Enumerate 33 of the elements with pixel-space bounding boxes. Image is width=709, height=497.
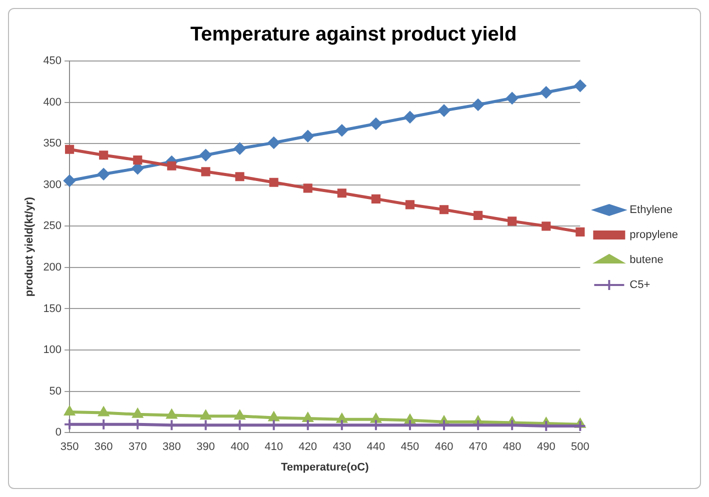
x-tick-label: 370 <box>128 441 147 454</box>
legend-label: C5+ <box>630 279 650 292</box>
y-tick-label: 150 <box>43 302 62 315</box>
chart-title: Temperature against product yield <box>190 24 517 46</box>
x-tick-label: 440 <box>366 441 386 454</box>
y-tick-label: 300 <box>43 178 62 191</box>
x-tick-label: 480 <box>502 441 522 454</box>
x-tick-label: 420 <box>298 441 318 454</box>
x-tick-label: 350 <box>60 441 79 454</box>
x-tick-label: 410 <box>264 441 283 454</box>
x-axis-title: Temperature(oC) <box>280 461 370 474</box>
x-tick-label: 500 <box>571 441 590 454</box>
x-tick-label: 460 <box>434 441 454 454</box>
y-tick-label: 400 <box>43 96 62 108</box>
x-tick-label: 490 <box>536 441 556 454</box>
x-tick-label: 390 <box>196 441 215 454</box>
x-tick-label: 360 <box>94 441 113 454</box>
y-tick-label: 200 <box>43 261 62 274</box>
y-tick-label: 250 <box>43 220 62 232</box>
legend-label: Ethylene <box>630 204 672 216</box>
y-tick-label: 50 <box>49 385 62 398</box>
y-tick-label: 0 <box>55 426 62 439</box>
x-tick-label: 450 <box>400 441 420 454</box>
legend-label: propylene <box>630 229 678 242</box>
y-tick-label: 450 <box>43 55 62 68</box>
y-tick-label: 350 <box>43 138 62 150</box>
legend-label: butene <box>630 254 664 266</box>
x-tick-label: 400 <box>230 441 249 454</box>
x-tick-label: 430 <box>332 441 352 454</box>
x-tick-label: 470 <box>468 441 488 454</box>
y-tick-label: 100 <box>43 344 62 356</box>
y-axis-title: product yield(kt/yr) <box>24 196 36 297</box>
x-tick-label: 380 <box>162 441 181 454</box>
